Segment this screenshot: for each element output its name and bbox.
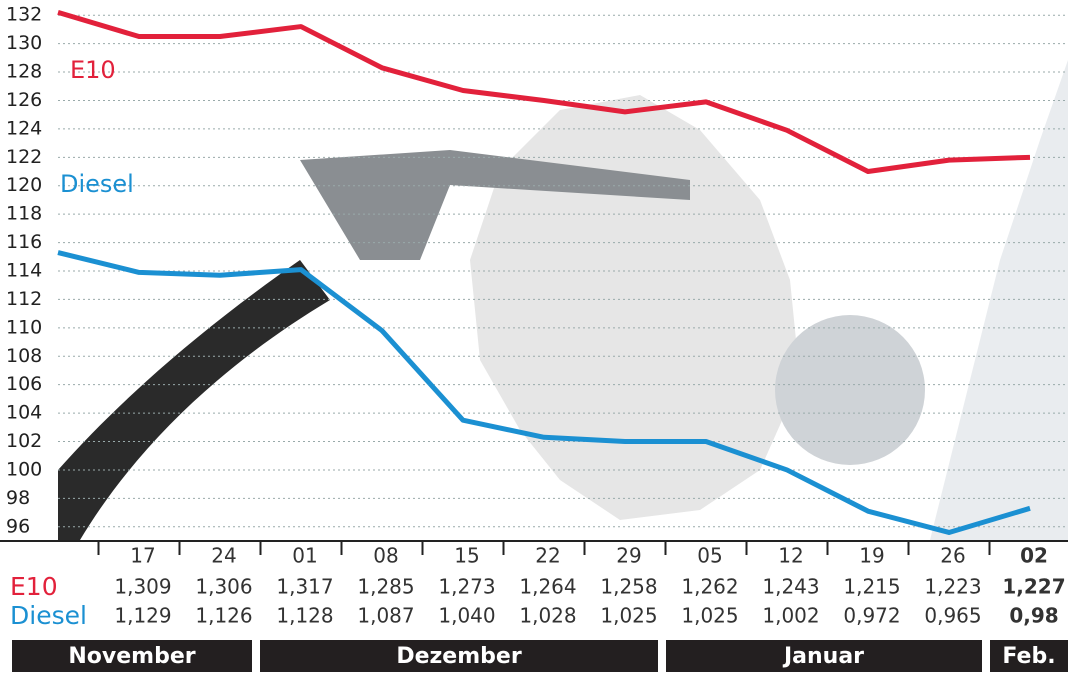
table-cell: 1,262 bbox=[681, 575, 738, 599]
y-tick-label: 106 bbox=[6, 373, 42, 395]
x-tick-label: 01 bbox=[292, 544, 317, 568]
background-art bbox=[58, 60, 1068, 540]
row-label: E10 bbox=[10, 572, 58, 601]
table-cell: 1,087 bbox=[357, 604, 414, 628]
y-tick-label: 116 bbox=[6, 231, 42, 253]
table-cell: 1,025 bbox=[600, 604, 657, 628]
y-tick-label: 102 bbox=[6, 430, 42, 452]
y-tick-label: 108 bbox=[6, 345, 42, 367]
x-tick-label: 29 bbox=[616, 544, 641, 568]
y-tick-label: 118 bbox=[6, 203, 42, 225]
legend-label: Diesel bbox=[60, 170, 134, 198]
chart: 9698100102104106108110112114116118120122… bbox=[0, 0, 1068, 674]
table-cell: 1,223 bbox=[924, 575, 981, 599]
table-cell: 1,317 bbox=[276, 575, 333, 599]
x-tick-label: 15 bbox=[454, 544, 479, 568]
table-cell: 1,129 bbox=[114, 604, 171, 628]
x-tick-label: 24 bbox=[211, 544, 236, 568]
table-cell: 1,306 bbox=[195, 575, 252, 599]
month-label: Dezember bbox=[396, 644, 522, 669]
y-tick-label: 132 bbox=[6, 4, 42, 26]
x-tick-label: 08 bbox=[373, 544, 398, 568]
table-cell: 0,972 bbox=[843, 604, 900, 628]
table-cell: 1,040 bbox=[438, 604, 495, 628]
table-cell: 1,215 bbox=[843, 575, 900, 599]
y-tick-label: 122 bbox=[6, 146, 42, 168]
x-tick-label: 22 bbox=[535, 544, 560, 568]
y-tick-label: 112 bbox=[6, 288, 42, 310]
table-cell: 1,126 bbox=[195, 604, 252, 628]
x-tick-label: 19 bbox=[859, 544, 884, 568]
row-label: Diesel bbox=[10, 601, 87, 630]
x-tick-label: 05 bbox=[697, 544, 722, 568]
page: {"chart_data": {"type": "line", "categor… bbox=[0, 0, 1068, 674]
table-cell: 0,965 bbox=[924, 604, 981, 628]
x-tick-label: 26 bbox=[940, 544, 965, 568]
month-label: Januar bbox=[782, 644, 864, 669]
table-cell: 0,98 bbox=[1009, 604, 1058, 628]
table-cell: 1,128 bbox=[276, 604, 333, 628]
y-tick-label: 120 bbox=[6, 174, 42, 196]
table-cell: 1,227 bbox=[1002, 575, 1065, 599]
y-tick-label: 96 bbox=[6, 515, 30, 537]
table-cell: 1,028 bbox=[519, 604, 576, 628]
table-cell: 1,002 bbox=[762, 604, 819, 628]
x-tick-label: 02 bbox=[1020, 544, 1048, 568]
x-tick-label: 12 bbox=[778, 544, 803, 568]
y-tick-label: 128 bbox=[6, 61, 42, 83]
table-cell: 1,309 bbox=[114, 575, 171, 599]
month-label: November bbox=[68, 644, 195, 669]
table-cell: 1,285 bbox=[357, 575, 414, 599]
y-tick-label: 130 bbox=[6, 32, 42, 54]
y-tick-label: 104 bbox=[6, 402, 42, 424]
y-tick-label: 98 bbox=[6, 487, 30, 509]
table-cell: 1,025 bbox=[681, 604, 738, 628]
month-label: Feb. bbox=[1002, 644, 1055, 669]
table-cell: 1,258 bbox=[600, 575, 657, 599]
x-tick-label: 17 bbox=[130, 544, 155, 568]
y-tick-label: 110 bbox=[6, 316, 42, 338]
table-cell: 1,243 bbox=[762, 575, 819, 599]
y-tick-label: 100 bbox=[6, 458, 42, 480]
y-tick-label: 124 bbox=[6, 117, 42, 139]
y-tick-label: 126 bbox=[6, 89, 42, 111]
table-cell: 1,264 bbox=[519, 575, 576, 599]
table-cell: 1,273 bbox=[438, 575, 495, 599]
legend-label: E10 bbox=[70, 56, 116, 84]
y-tick-label: 114 bbox=[6, 260, 42, 282]
